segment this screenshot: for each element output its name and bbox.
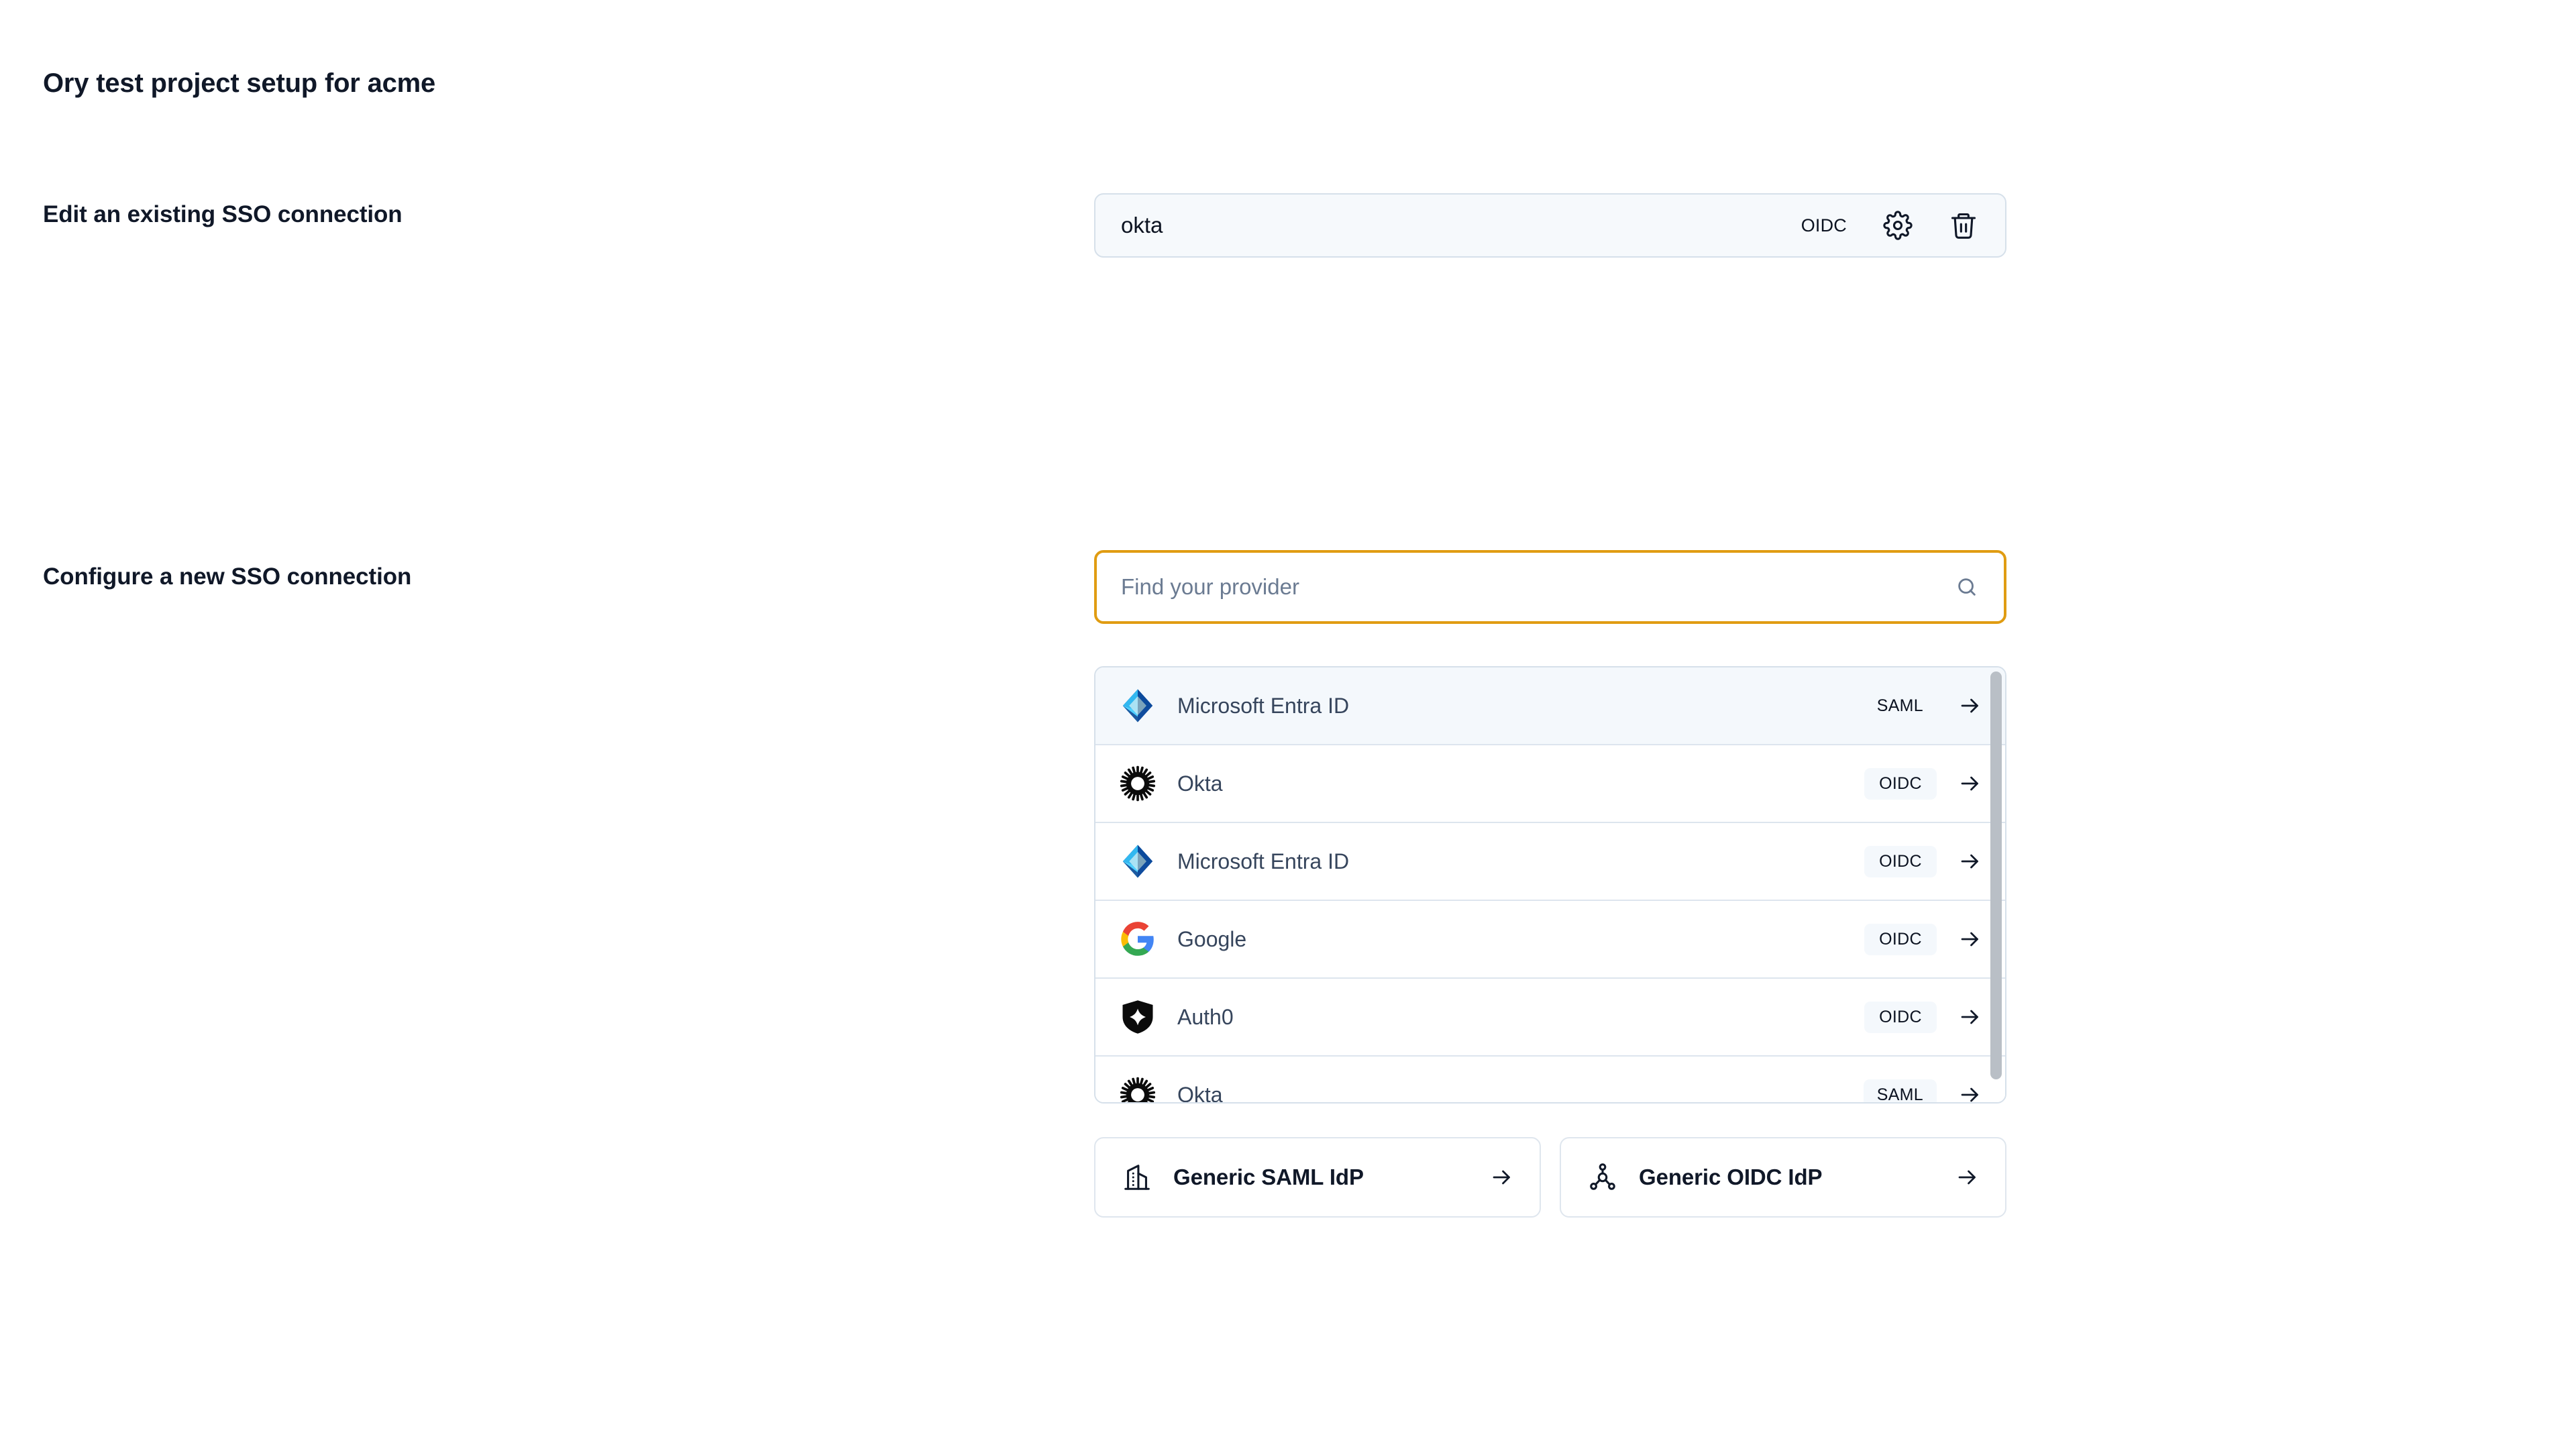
- provider-protocol-badge: OIDC: [1864, 845, 1937, 877]
- arrow-right-icon: [1953, 766, 1988, 801]
- arrow-right-icon: [1953, 844, 1988, 879]
- provider-dropdown-list[interactable]: Microsoft Entra ID SAML Okta OIDC Microsoft …: [1094, 666, 2006, 1104]
- network-nodes-icon: [1584, 1159, 1621, 1196]
- arrow-right-icon: [1485, 1160, 1519, 1195]
- okta-logo: [1118, 764, 1157, 803]
- arrow-right-icon: [1953, 922, 1988, 957]
- provider-row[interactable]: Okta SAML: [1095, 1057, 2005, 1104]
- generic-oidc-idp-button[interactable]: Generic OIDC IdP: [1560, 1137, 2006, 1218]
- section-label-edit-existing: Edit an existing SSO connection: [43, 201, 402, 227]
- search-icon: [1953, 573, 1981, 601]
- section-label-configure-new: Configure a new SSO connection: [43, 564, 412, 590]
- arrow-right-icon: [1953, 688, 1988, 723]
- generic-oidc-idp-label: Generic OIDC IdP: [1639, 1165, 1823, 1189]
- provider-name: Auth0: [1177, 1004, 1234, 1029]
- trash-icon[interactable]: [1945, 207, 1982, 244]
- arrow-right-icon: [1950, 1160, 1985, 1195]
- provider-protocol-badge: OIDC: [1864, 923, 1937, 955]
- provider-row[interactable]: Microsoft Entra ID OIDC: [1095, 823, 2005, 901]
- provider-name: Google: [1177, 926, 1247, 951]
- search-input[interactable]: [1121, 553, 1953, 621]
- google-logo: [1118, 920, 1157, 959]
- existing-connection-card[interactable]: okta OIDC: [1094, 193, 2006, 258]
- connection-name: okta: [1121, 213, 1163, 237]
- microsoft-entra-id-logo: [1118, 686, 1157, 725]
- provider-protocol-badge: SAML: [1863, 1079, 1937, 1102]
- provider-protocol-badge: OIDC: [1864, 1001, 1937, 1033]
- generic-idp-buttons: Generic SAML IdP Generic OIDC IdP: [1094, 1137, 2006, 1218]
- provider-rows: Microsoft Entra ID SAML Okta OIDC Microsoft …: [1095, 667, 2005, 1102]
- gear-icon[interactable]: [1879, 207, 1917, 244]
- building-icon: [1118, 1159, 1156, 1196]
- list-scrollbar[interactable]: [1990, 672, 2002, 1079]
- provider-search-field[interactable]: [1094, 550, 2006, 624]
- okta-logo: [1118, 1075, 1157, 1102]
- page-title: Ory test project setup for acme: [43, 68, 436, 98]
- auth0-logo: [1118, 998, 1157, 1036]
- provider-name: Okta: [1177, 771, 1223, 796]
- generic-saml-idp-label: Generic SAML IdP: [1173, 1165, 1364, 1189]
- provider-protocol-badge: OIDC: [1864, 767, 1937, 800]
- connection-protocol: OIDC: [1801, 215, 1847, 235]
- generic-saml-idp-button[interactable]: Generic SAML IdP: [1094, 1137, 1541, 1218]
- provider-name: Microsoft Entra ID: [1177, 849, 1350, 873]
- provider-row[interactable]: Okta OIDC: [1095, 745, 2005, 823]
- microsoft-entra-id-logo: [1118, 842, 1157, 881]
- provider-row[interactable]: Auth0 OIDC: [1095, 979, 2005, 1057]
- provider-row[interactable]: Microsoft Entra ID SAML: [1095, 667, 2005, 745]
- arrow-right-icon: [1953, 1077, 1988, 1102]
- arrow-right-icon: [1953, 1000, 1988, 1034]
- provider-protocol-badge: SAML: [1876, 696, 1923, 715]
- provider-name: Microsoft Entra ID: [1177, 693, 1350, 718]
- provider-row[interactable]: Google OIDC: [1095, 901, 2005, 979]
- provider-name: Okta: [1177, 1082, 1223, 1104]
